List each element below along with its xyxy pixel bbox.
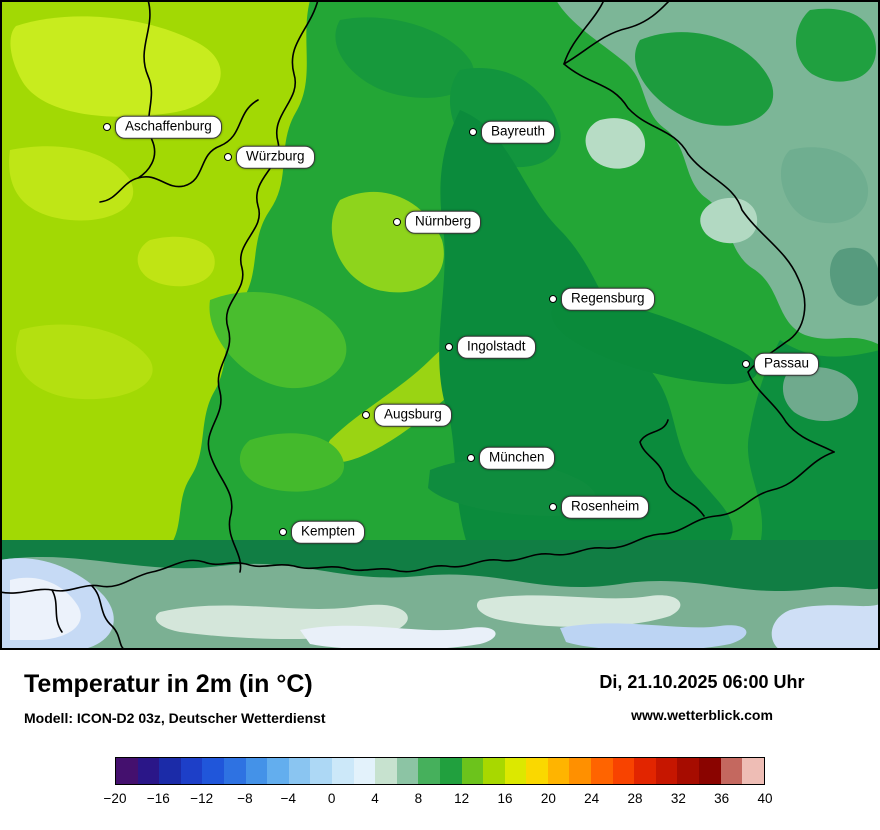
city-dot xyxy=(467,454,475,462)
legend-tick-label: −20 xyxy=(103,791,127,806)
city-label: Aschaffenburg xyxy=(115,115,222,139)
legend-segment xyxy=(591,758,613,784)
legend-segment xyxy=(159,758,181,784)
legend-tick-label: 0 xyxy=(327,791,336,806)
legend-tick-label: 4 xyxy=(371,791,379,806)
legend-segment xyxy=(504,758,527,784)
city-dot xyxy=(362,411,370,419)
city-label: Augsburg xyxy=(374,403,452,427)
temperature-map: Aschaffenburg Würzburg Bayreuth Nürnberg Reg… xyxy=(0,0,880,650)
legend-segment xyxy=(569,758,592,784)
legend-tick-label: 20 xyxy=(540,791,556,806)
legend-segment xyxy=(396,758,419,784)
city-label: München xyxy=(479,446,555,470)
legend-segment xyxy=(526,758,548,784)
city-label: Kempten xyxy=(291,520,366,544)
map-svg xyxy=(0,0,880,650)
legend-segment xyxy=(677,758,700,784)
city-dot xyxy=(224,153,232,161)
legend-segment xyxy=(547,758,570,784)
city-dot xyxy=(469,128,477,136)
legend-segment xyxy=(483,758,505,784)
legend-segment xyxy=(267,758,289,784)
legend-tick-label: 16 xyxy=(497,791,513,806)
city-dot xyxy=(393,218,401,226)
city-dot xyxy=(279,528,287,536)
model-info: Modell: ICON-D2 03z, Deutscher Wetterdie… xyxy=(24,710,326,726)
city-dot xyxy=(549,503,557,511)
city-dot xyxy=(103,123,111,131)
legend-segment xyxy=(699,758,721,784)
city-label: Regensburg xyxy=(561,287,655,311)
legend-tick-label: 32 xyxy=(670,791,686,806)
legend-tick-label: 8 xyxy=(414,791,423,806)
legend-segment xyxy=(634,758,656,784)
legend-tick-label: 28 xyxy=(627,791,643,806)
legend-segment xyxy=(331,758,354,784)
legend-segment xyxy=(742,758,764,784)
legend-segment xyxy=(439,758,462,784)
legend-segment xyxy=(612,758,635,784)
page-title: Temperatur in 2m (in °C) xyxy=(24,670,313,698)
legend-segment xyxy=(180,758,203,784)
map-city-layer: Aschaffenburg Würzburg Bayreuth Nürnberg Reg… xyxy=(103,115,820,544)
date-block: Di, 21.10.2025 06:00 Uhr www.wetterblick… xyxy=(552,672,852,723)
city-label: Bayreuth xyxy=(481,120,556,144)
legend-tick-label: −12 xyxy=(190,791,214,806)
legend-segment xyxy=(353,758,376,784)
legend-segment xyxy=(655,758,678,784)
legend-segment xyxy=(418,758,440,784)
city-label: Ingolstadt xyxy=(457,335,536,359)
legend-tick-label: 36 xyxy=(714,791,730,806)
website-label: www.wetterblick.com xyxy=(631,707,773,723)
city-label: Passau xyxy=(754,352,820,376)
legend-bar xyxy=(115,757,765,785)
legend-tick-label: 40 xyxy=(757,791,773,806)
legend-ticks: −20 −16 −12 −8 −4 0 4 8 12 16 20 24 28 32 36 40 xyxy=(104,791,773,813)
legend-segment xyxy=(116,758,138,784)
city-label: Nürnberg xyxy=(405,210,482,234)
legend-segment xyxy=(720,758,743,784)
legend-tick-label: 24 xyxy=(584,791,600,806)
legend-segment xyxy=(288,758,311,784)
city-label: Rosenheim xyxy=(561,495,650,519)
legend-segment xyxy=(202,758,224,784)
info-panel: Temperatur in 2m (in °C) Modell: ICON-D2… xyxy=(0,650,880,830)
legend-segment xyxy=(245,758,268,784)
legend-segment xyxy=(137,758,160,784)
legend-tick-label: −4 xyxy=(280,791,297,806)
border-lines xyxy=(0,0,835,650)
map-frame xyxy=(0,0,880,650)
temperature-field xyxy=(0,0,880,650)
legend-segment xyxy=(223,758,246,784)
legend-tick-label: −16 xyxy=(146,791,170,806)
legend-segment xyxy=(310,758,332,784)
city-dot xyxy=(445,343,453,351)
forecast-datetime: Di, 21.10.2025 06:00 Uhr xyxy=(599,672,805,692)
temperature-legend: −20 −16 −12 −8 −4 0 4 8 12 16 20 24 28 32 36 40 xyxy=(104,757,773,813)
legend-segment xyxy=(461,758,484,784)
legend-tick-label: −8 xyxy=(237,791,253,806)
legend-tick-label: 12 xyxy=(454,791,470,806)
city-dot xyxy=(549,295,557,303)
city-dot xyxy=(742,360,750,368)
city-label: Würzburg xyxy=(236,145,315,169)
legend-segment xyxy=(375,758,397,784)
